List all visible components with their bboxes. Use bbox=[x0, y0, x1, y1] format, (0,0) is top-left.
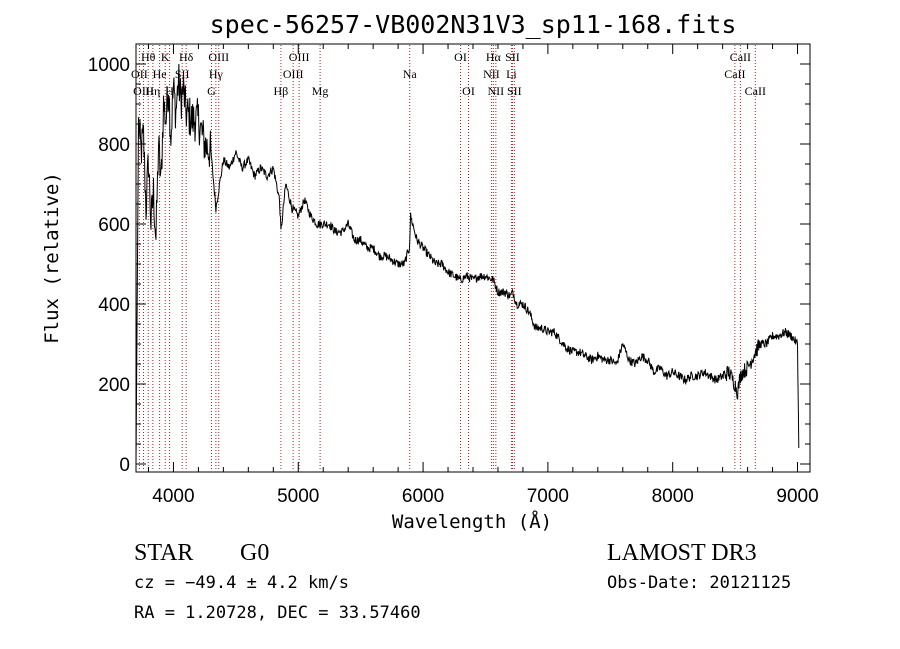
spectral-line-label: OI bbox=[462, 84, 475, 98]
coordinates: RA = 1.20728, DEC = 33.57460 bbox=[134, 603, 421, 623]
y-axis-label: Flux (relative) bbox=[41, 172, 63, 344]
spectral-line-label: OII bbox=[131, 67, 148, 81]
spectral-line-label: H bbox=[165, 84, 174, 98]
spectral-line-label: Hη bbox=[145, 84, 160, 98]
spectral-line-label: CaII bbox=[724, 67, 745, 81]
spectral-line-label: G bbox=[207, 84, 216, 98]
x-tick-label: 5000 bbox=[277, 486, 319, 507]
y-tick-label: 800 bbox=[98, 135, 130, 156]
spectral-line-label: NII bbox=[488, 84, 505, 98]
object-subclass: G0 bbox=[240, 540, 269, 566]
y-tick-label: 400 bbox=[98, 295, 130, 316]
spectral-line-label: K bbox=[161, 50, 170, 64]
spectral-line-label: OIII bbox=[133, 84, 154, 98]
spectrum-series bbox=[135, 63, 800, 465]
x-tick-label: 8000 bbox=[652, 486, 694, 507]
spectral-line-label: SII bbox=[505, 50, 520, 64]
spectral-line-label: NII bbox=[483, 67, 500, 81]
y-tick-label: 200 bbox=[98, 375, 130, 396]
spectral-line-label: Mg bbox=[312, 84, 329, 98]
observation-date: Obs-Date: 20121125 bbox=[607, 573, 791, 593]
x-axis-label: Wavelength (Å) bbox=[392, 510, 552, 533]
y-tick-label: 0 bbox=[119, 455, 130, 476]
survey-name: LAMOST DR3 bbox=[607, 540, 757, 566]
y-tick-label: 1000 bbox=[88, 55, 130, 76]
spectral-line-label: OI bbox=[454, 50, 467, 64]
spectral-line-label: Na bbox=[403, 67, 418, 81]
spectral-line-label: SII bbox=[175, 67, 190, 81]
y-axis-ticks: 0 200 400 600 800 1000 bbox=[88, 55, 810, 476]
spectral-line-markers bbox=[138, 45, 756, 471]
x-axis-ticks: 4000 5000 6000 7000 8000 9000 bbox=[147, 44, 819, 507]
x-tick-label: 9000 bbox=[776, 486, 818, 507]
spectral-line-label: Hγ bbox=[209, 67, 224, 81]
spectral-line-label: Li bbox=[506, 67, 517, 81]
spectral-line-label: OIII bbox=[208, 50, 229, 64]
spectral-line-label: OIII bbox=[289, 50, 310, 64]
spectral-line-label: Hβ bbox=[274, 84, 289, 98]
spectral-line-label: CaII bbox=[745, 84, 766, 98]
y-tick-label: 600 bbox=[98, 215, 130, 236]
spectral-line-label: He bbox=[153, 67, 167, 81]
plot-frame bbox=[135, 43, 811, 473]
redshift-cz: cz = −49.4 ± 4.2 km/s bbox=[134, 573, 349, 593]
spectral-line-label: Hδ bbox=[179, 50, 194, 64]
chart-title: spec-56257-VB002N31V3_sp11-168.fits bbox=[210, 10, 737, 39]
spectral-line-label: SII bbox=[507, 84, 522, 98]
spectrum-line bbox=[135, 63, 800, 465]
spectral-line-label: OIII bbox=[283, 67, 304, 81]
x-tick-label: 7000 bbox=[527, 486, 569, 507]
x-tick-label: 4000 bbox=[152, 486, 194, 507]
x-tick-label: 6000 bbox=[402, 486, 444, 507]
spectral-line-label: Hθ bbox=[141, 50, 156, 64]
spectral-line-label: Hα bbox=[486, 50, 502, 64]
object-class: STAR bbox=[134, 540, 193, 566]
spectral-line-label: CaII bbox=[730, 50, 751, 64]
